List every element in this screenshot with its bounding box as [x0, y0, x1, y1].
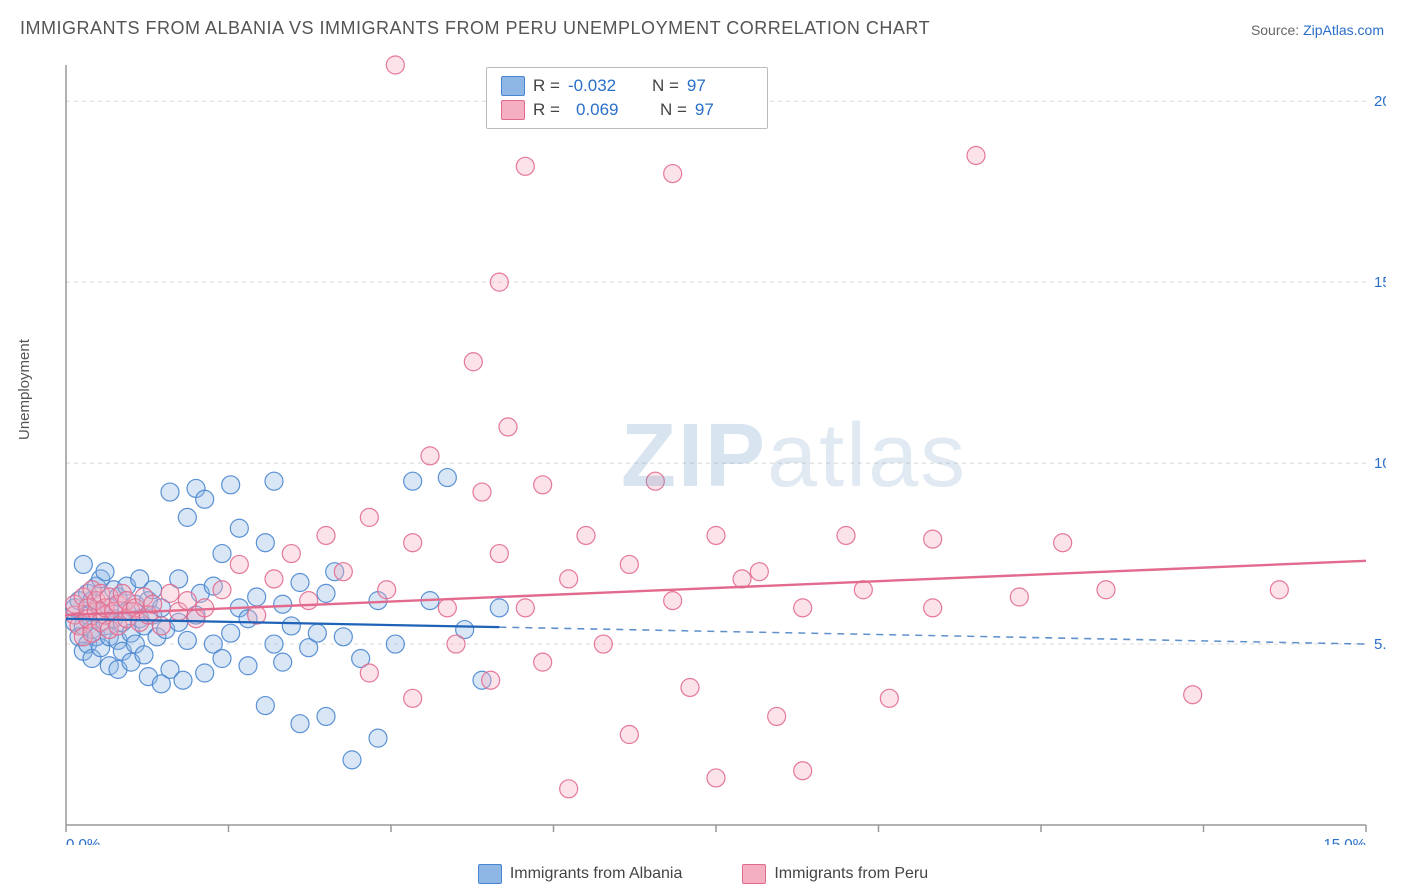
legend-swatch-0	[501, 76, 525, 96]
source-attribution: Source: ZipAtlas.com	[1251, 22, 1384, 38]
legend-item-label-1: Immigrants from Peru	[774, 865, 928, 883]
svg-text:0.0%: 0.0%	[66, 836, 100, 845]
scatter-chart: 5.0% 10.0% 15.0% 20.0% 0.0% 15.0%	[56, 55, 1386, 845]
legend-stats-row-0: R = -0.032 N = 97	[501, 74, 753, 98]
n-label: N =	[652, 76, 679, 96]
svg-text:5.0%: 5.0%	[1374, 636, 1386, 653]
svg-text:15.0%: 15.0%	[1374, 274, 1386, 291]
n-value-1: 97	[695, 100, 753, 120]
svg-text:20.0%: 20.0%	[1374, 93, 1386, 110]
r-value-1: 0.069	[568, 100, 634, 120]
chart-area: 5.0%10.0%15.0%20.0%0.0%15.0% ZIPatlas R …	[56, 55, 1386, 845]
legend-item-1: Immigrants from Peru	[742, 864, 928, 884]
source-link[interactable]: ZipAtlas.com	[1303, 22, 1384, 38]
r-value-0: -0.032	[568, 76, 626, 96]
legend-item-0: Immigrants from Albania	[478, 864, 683, 884]
svg-text:15.0%: 15.0%	[1323, 836, 1366, 845]
n-value-0: 97	[687, 76, 745, 96]
legend-item-swatch-1	[742, 864, 766, 884]
source-label: Source:	[1251, 22, 1299, 38]
n-label: N =	[660, 100, 687, 120]
legend-item-swatch-0	[478, 864, 502, 884]
r-label: R =	[533, 76, 560, 96]
r-label: R =	[533, 100, 560, 120]
legend-stats-box: R = -0.032 N = 97 R = 0.069 N = 97	[486, 67, 768, 129]
legend-item-label-0: Immigrants from Albania	[510, 865, 683, 883]
legend-stats-row-1: R = 0.069 N = 97	[501, 98, 753, 122]
legend-series: Immigrants from Albania Immigrants from …	[0, 864, 1406, 884]
svg-text:10.0%: 10.0%	[1374, 455, 1386, 472]
legend-swatch-1	[501, 100, 525, 120]
chart-title: IMMIGRANTS FROM ALBANIA VS IMMIGRANTS FR…	[20, 18, 930, 39]
y-axis-label: Unemployment	[16, 339, 33, 440]
